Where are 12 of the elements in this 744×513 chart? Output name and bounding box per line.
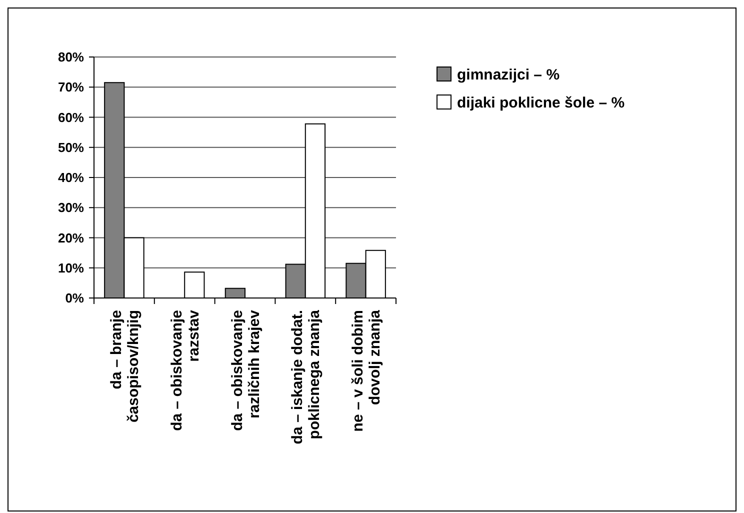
y-tick-label: 70% bbox=[58, 80, 84, 95]
y-tick-label: 40% bbox=[58, 170, 84, 186]
legend-label: dijaki poklicne šole – % bbox=[457, 94, 625, 112]
y-tick-label: 80% bbox=[58, 50, 84, 65]
y-tick-label: 50% bbox=[58, 140, 84, 155]
x-tick-label: da – branje časopisov/knjig bbox=[108, 310, 142, 423]
y-tick-label: 30% bbox=[58, 200, 84, 216]
y-tick-label: 20% bbox=[58, 230, 84, 246]
y-tick-label: 0% bbox=[65, 290, 84, 306]
legend-label: gimnazijci – % bbox=[457, 66, 560, 84]
y-tick-label: 10% bbox=[58, 260, 84, 276]
y-tick-label: 60% bbox=[58, 110, 84, 125]
